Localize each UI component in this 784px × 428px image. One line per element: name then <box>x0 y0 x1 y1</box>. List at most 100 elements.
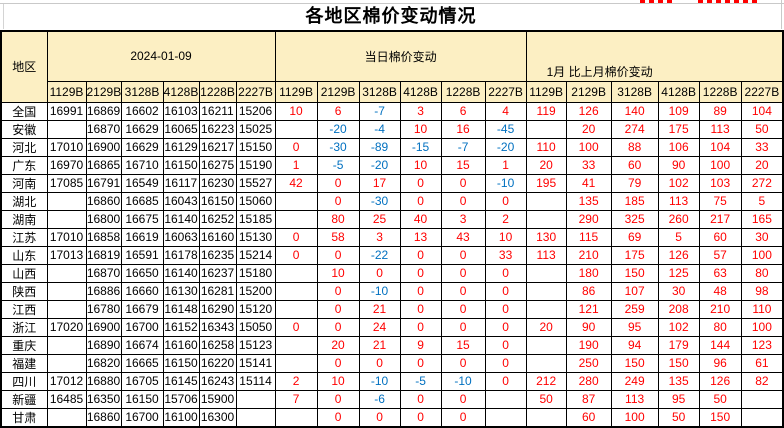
daily-change-cell[interactable]: 0 <box>484 191 527 211</box>
monthly-change-cell[interactable]: 100 <box>565 137 612 157</box>
price-cell[interactable]: 16150 <box>120 389 164 409</box>
price-cell[interactable]: 16870 <box>85 263 122 283</box>
daily-change-cell[interactable]: 10 <box>274 101 318 121</box>
price-cell[interactable]: 17010 <box>46 227 87 247</box>
daily-change-cell[interactable]: 80 <box>316 209 360 229</box>
daily-change-cell[interactable]: 0 <box>274 227 318 247</box>
price-cell[interactable]: 16880 <box>85 371 122 391</box>
grade-code-header[interactable]: 2227B <box>740 80 784 103</box>
monthly-change-cell[interactable]: 82 <box>740 371 784 391</box>
monthly-change-cell[interactable]: 190 <box>565 335 612 355</box>
monthly-change-cell[interactable]: 125 <box>657 263 700 283</box>
daily-change-cell[interactable]: 20 <box>316 335 360 355</box>
daily-change-cell[interactable]: 10 <box>399 155 442 175</box>
price-cell[interactable]: 16235 <box>198 245 237 265</box>
region-cell[interactable]: 陕西 <box>0 281 48 301</box>
region-cell[interactable]: 江西 <box>0 299 48 319</box>
daily-change-cell[interactable]: 0 <box>399 353 442 373</box>
monthly-change-cell[interactable]: 113 <box>525 245 567 265</box>
monthly-change-cell[interactable]: 150 <box>698 407 742 427</box>
daily-change-cell[interactable]: 4 <box>484 101 527 121</box>
group-header-monthly-change[interactable]: 1月 比上月棉价变动 <box>525 30 784 82</box>
price-cell[interactable]: 15114 <box>235 371 276 391</box>
grade-code-header[interactable]: 3128B <box>610 80 659 103</box>
daily-change-cell[interactable]: 16 <box>440 119 486 139</box>
daily-change-cell[interactable]: 0 <box>399 389 442 409</box>
daily-change-cell[interactable]: -45 <box>484 119 527 139</box>
price-cell[interactable] <box>46 299 87 319</box>
daily-change-cell[interactable]: 0 <box>399 407 442 427</box>
daily-change-cell[interactable] <box>274 335 318 355</box>
monthly-change-cell[interactable]: 50 <box>740 119 784 139</box>
price-cell[interactable]: 16129 <box>162 137 200 157</box>
daily-change-cell[interactable]: 0 <box>316 281 360 301</box>
price-cell[interactable]: 16281 <box>198 281 237 301</box>
price-cell[interactable]: 16243 <box>198 371 237 391</box>
daily-change-cell[interactable]: 0 <box>440 191 486 211</box>
daily-change-cell[interactable]: 25 <box>358 209 401 229</box>
monthly-change-cell[interactable]: 100 <box>610 407 659 427</box>
monthly-change-cell[interactable]: 250 <box>565 353 612 373</box>
monthly-change-cell[interactable]: 109 <box>657 101 700 121</box>
region-cell[interactable]: 福建 <box>0 353 48 373</box>
daily-change-cell[interactable]: -20 <box>316 119 360 139</box>
monthly-change-cell[interactable]: 212 <box>525 371 567 391</box>
price-cell[interactable]: 16485 <box>46 389 87 409</box>
monthly-change-cell[interactable] <box>740 407 784 427</box>
monthly-change-cell[interactable]: 115 <box>565 227 612 247</box>
price-cell[interactable]: 16660 <box>120 281 164 301</box>
daily-change-cell[interactable]: 0 <box>316 389 360 409</box>
price-cell[interactable]: 16675 <box>120 209 164 229</box>
daily-change-cell[interactable] <box>484 407 527 427</box>
monthly-change-cell[interactable]: 103 <box>698 173 742 193</box>
price-cell[interactable]: 16152 <box>162 317 200 337</box>
daily-change-cell[interactable]: 0 <box>274 245 318 265</box>
daily-change-cell[interactable]: 0 <box>440 281 486 301</box>
price-cell[interactable]: 16674 <box>120 335 164 355</box>
daily-change-cell[interactable]: 2 <box>274 371 318 391</box>
price-cell[interactable]: 15527 <box>235 173 276 193</box>
group-header-date[interactable]: 2024-01-09 <box>46 30 276 82</box>
daily-change-cell[interactable]: 0 <box>440 263 486 283</box>
daily-change-cell[interactable]: 42 <box>274 173 318 193</box>
daily-change-cell[interactable]: 1 <box>484 155 527 175</box>
daily-change-cell[interactable]: 13 <box>399 227 442 247</box>
price-cell[interactable]: 16665 <box>120 353 164 373</box>
price-cell[interactable]: 16629 <box>120 137 164 157</box>
price-cell[interactable]: 16629 <box>120 119 164 139</box>
daily-change-cell[interactable]: 24 <box>358 317 401 337</box>
monthly-change-cell[interactable]: 135 <box>565 191 612 211</box>
price-cell[interactable]: 15214 <box>235 245 276 265</box>
monthly-change-cell[interactable]: 30 <box>657 281 700 301</box>
price-cell[interactable]: 16350 <box>85 389 122 409</box>
daily-change-cell[interactable]: 0 <box>484 299 527 319</box>
price-cell[interactable]: 16679 <box>120 299 164 319</box>
price-cell[interactable]: 17012 <box>46 371 87 391</box>
price-cell[interactable]: 16130 <box>162 281 200 301</box>
price-cell[interactable]: 16252 <box>198 209 237 229</box>
monthly-change-cell[interactable]: 280 <box>565 371 612 391</box>
daily-change-cell[interactable]: 2 <box>484 209 527 229</box>
monthly-change-cell[interactable]: 90 <box>657 155 700 175</box>
price-cell[interactable]: 16650 <box>120 263 164 283</box>
price-cell[interactable]: 16211 <box>198 101 237 121</box>
monthly-change-cell[interactable]: 20 <box>740 155 784 175</box>
grade-code-header[interactable]: 1129B <box>46 80 87 103</box>
daily-change-cell[interactable]: 0 <box>399 281 442 301</box>
price-cell[interactable] <box>46 119 87 139</box>
monthly-change-cell[interactable]: 260 <box>657 209 700 229</box>
price-cell[interactable]: 15900 <box>198 389 237 409</box>
daily-change-cell[interactable]: -20 <box>484 137 527 157</box>
price-cell[interactable]: 15120 <box>235 299 276 319</box>
price-cell[interactable]: 16043 <box>162 191 200 211</box>
price-cell[interactable]: 17013 <box>46 245 87 265</box>
monthly-change-cell[interactable]: 175 <box>657 119 700 139</box>
monthly-change-cell[interactable]: 86 <box>565 281 612 301</box>
daily-change-cell[interactable]: 0 <box>440 173 486 193</box>
price-cell[interactable]: 15185 <box>235 209 276 229</box>
price-cell[interactable]: 16290 <box>198 299 237 319</box>
grade-code-header[interactable]: 1228B <box>698 80 742 103</box>
monthly-change-cell[interactable]: 5 <box>740 191 784 211</box>
monthly-change-cell[interactable] <box>525 353 567 373</box>
price-cell[interactable]: 16858 <box>85 227 122 247</box>
